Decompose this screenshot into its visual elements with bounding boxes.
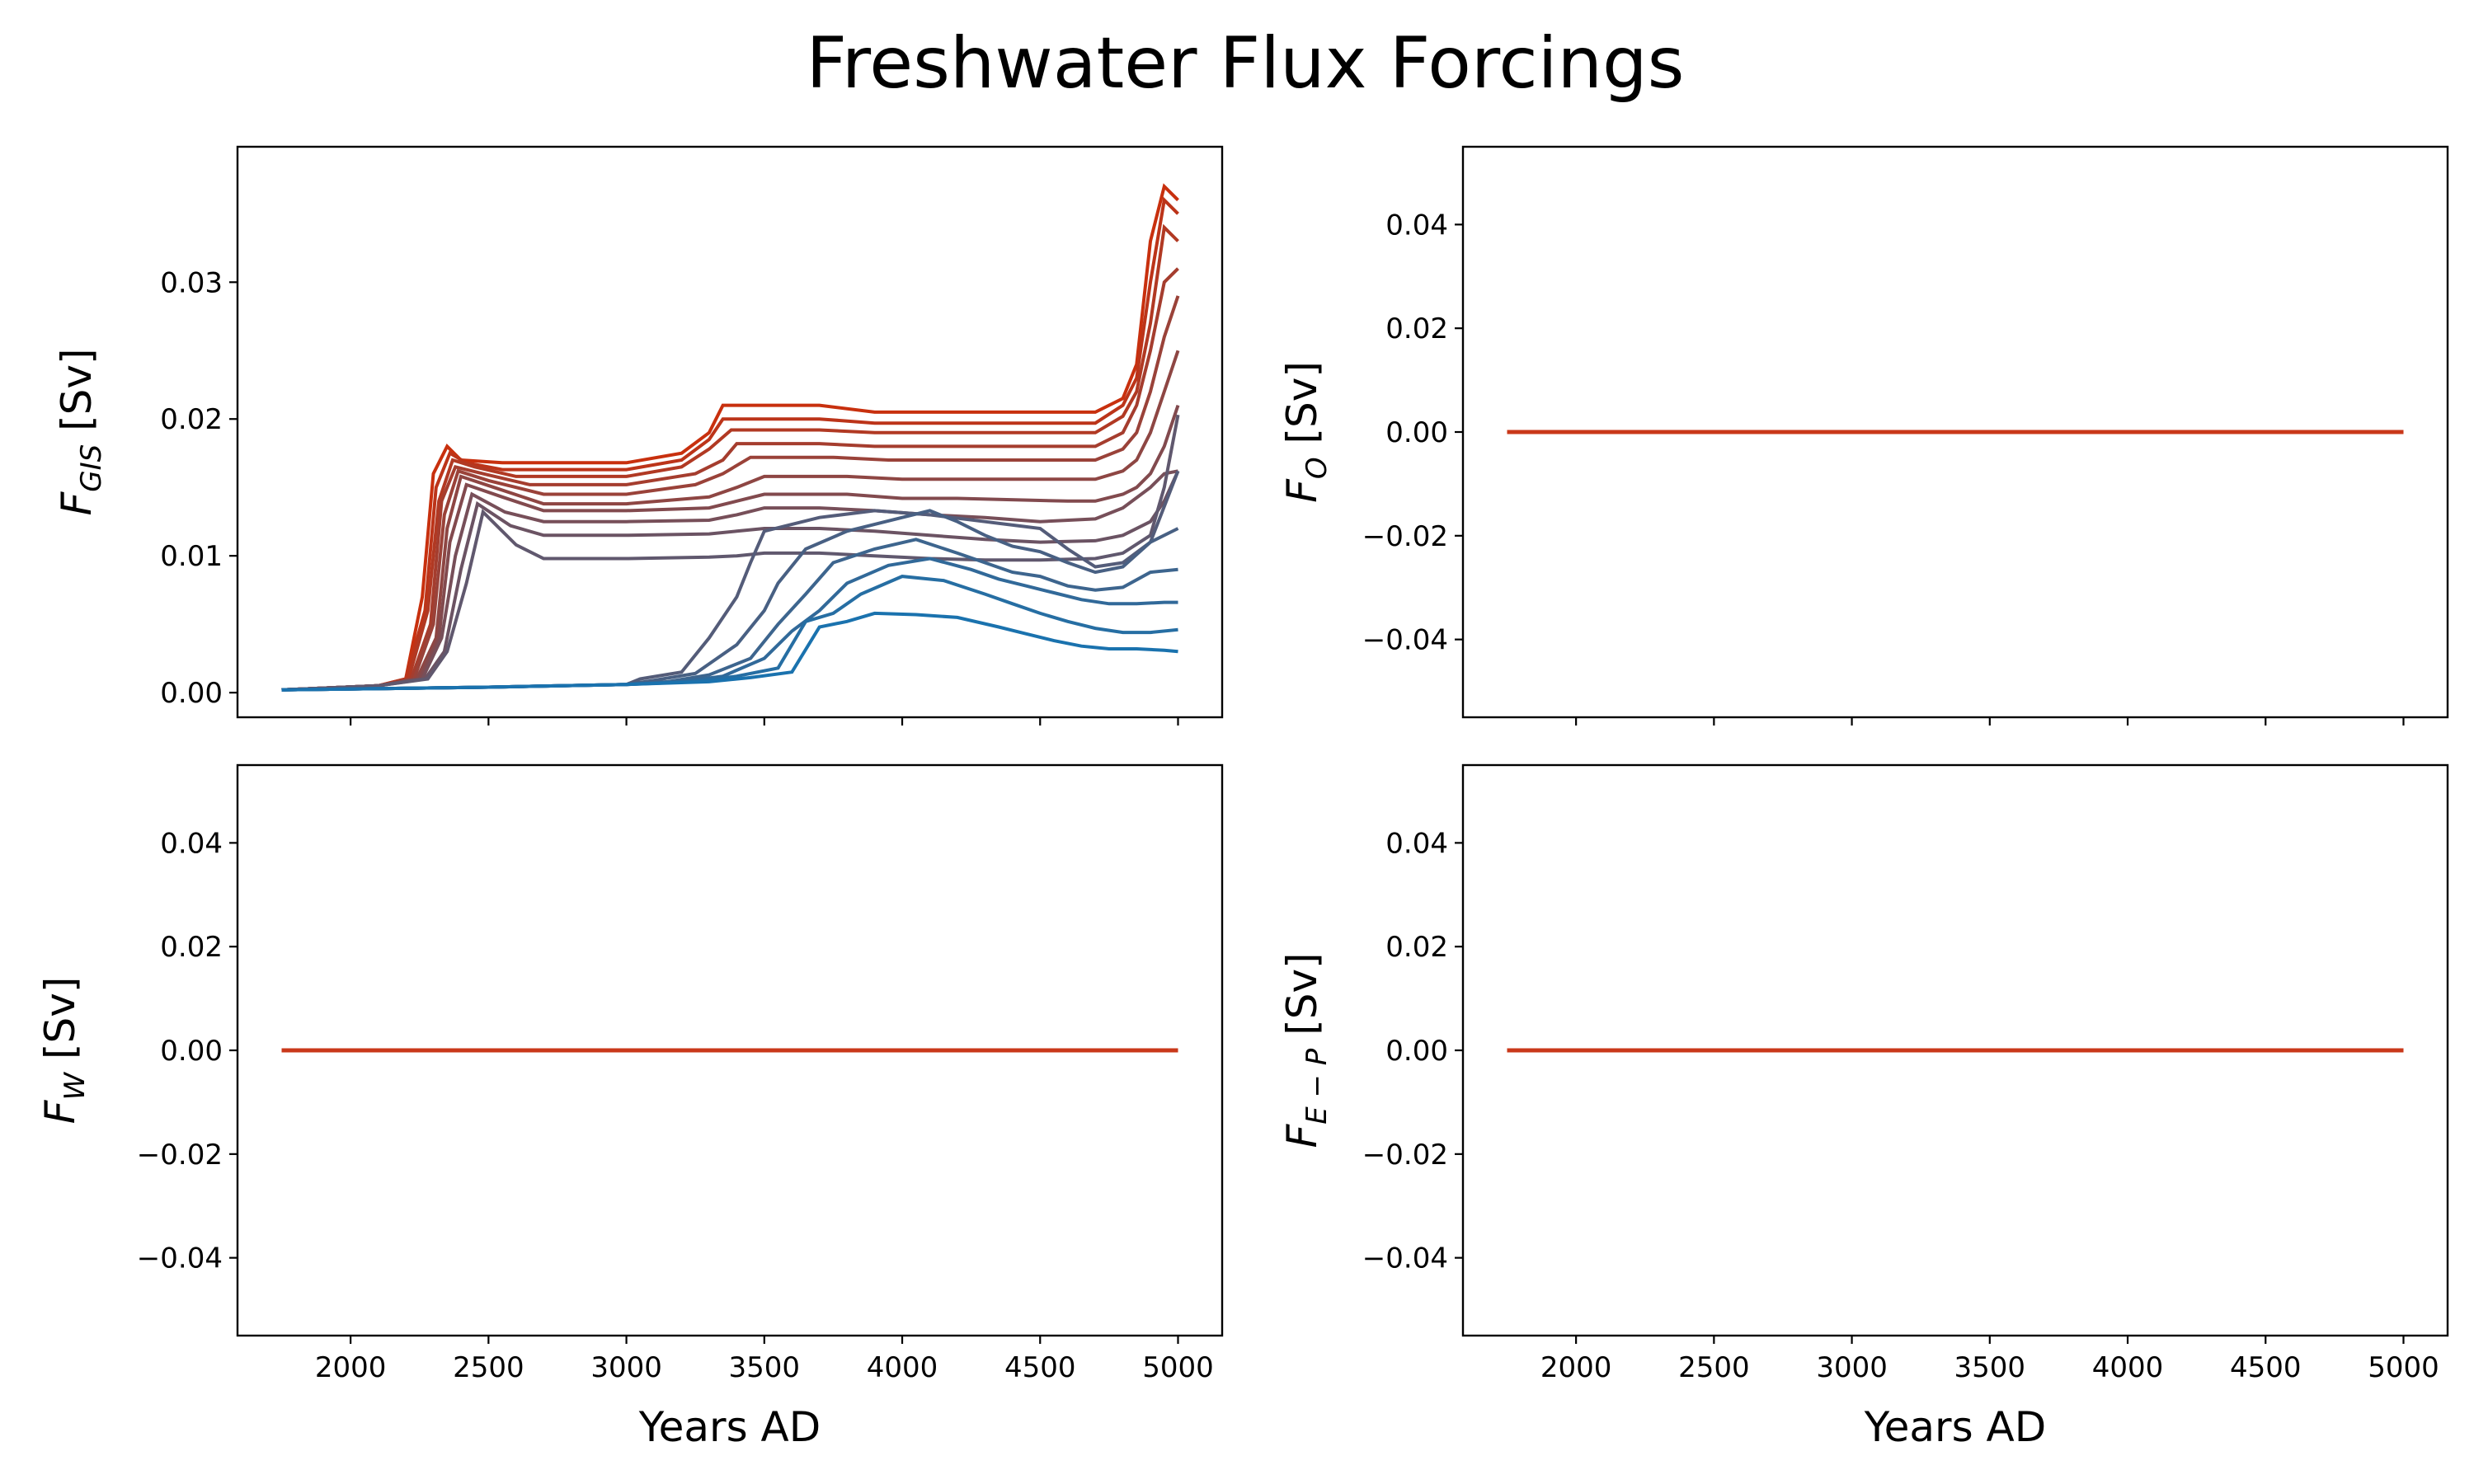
- panel-gis-ytick-label: 0.02: [160, 403, 223, 436]
- panel-gis-series: [281, 183, 1180, 692]
- panel-ep-xtick-label: 3500: [1954, 1351, 2026, 1384]
- panel-gis-series-run-2: [281, 196, 1179, 692]
- panel-o-yaxis: −0.04 −0.02 0.00 0.02 0.04: [1362, 209, 1463, 657]
- panel-gis-series-run-3: [281, 223, 1179, 692]
- panel-o-ylabel-main: F: [1278, 478, 1326, 503]
- panel-o-ytick-label: −0.04: [1362, 624, 1448, 657]
- panel-o-ytick-label: 0.02: [1385, 312, 1448, 345]
- panel-ep-ylabel-sub: E − P: [1300, 1048, 1333, 1125]
- panel-gis-series-run-6: [281, 350, 1180, 692]
- figure-title: Freshwater Flux Forcings: [807, 22, 1685, 105]
- panel-w-xtick-label: 3500: [729, 1351, 801, 1384]
- panel-gis-series-run-4: [281, 267, 1179, 692]
- panel-ep-xtick-label: 3000: [1816, 1351, 1888, 1384]
- panel-gis-ylabel: FGIS [Sv]: [53, 349, 108, 516]
- panel-ep-ytick-label: 0.04: [1385, 827, 1448, 860]
- panel-w-ytick-label: 0.00: [160, 1035, 223, 1068]
- panel-w-xlabel: Years AD: [638, 1403, 821, 1451]
- panel-gis: 0.00 0.01 0.02 0.03 FGIS [Sv]: [53, 145, 1224, 726]
- panel-w: −0.04 −0.02 0.00 0.02 0.04 2000 2500 3000 3500 4…: [36, 763, 1224, 1451]
- panel-w-xaxis: 2000 2500 3000 3500 4000 4500 5000: [315, 1336, 1214, 1384]
- panel-o-ytick-label: −0.02: [1362, 520, 1448, 553]
- panel-ep-ytick-label: −0.04: [1362, 1242, 1448, 1275]
- panel-ep-ytick-label: 0.00: [1385, 1035, 1448, 1068]
- panel-w-ylabel: FW [Sv]: [36, 977, 92, 1125]
- panel-ep-xlabel: Years AD: [1864, 1403, 2047, 1451]
- panel-ep-ytick-label: 0.02: [1385, 931, 1448, 964]
- panel-w-ytick-label: −0.02: [137, 1139, 223, 1172]
- panel-ep-xaxis: 2000 2500 3000 3500 4000 4500 5000: [1540, 1336, 2439, 1384]
- panel-ep-xtick-label: 5000: [2368, 1351, 2439, 1384]
- panel-o-ytick-label: 0.04: [1385, 209, 1448, 242]
- panel-ep-ylabel: FE − P [Sv]: [1278, 952, 1333, 1148]
- panel-w-ytick-label: −0.04: [137, 1242, 223, 1275]
- panel-gis-series-run-7: [281, 404, 1180, 692]
- panel-ep-xtick-label: 4500: [2230, 1351, 2302, 1384]
- panel-w-xtick-label: 2500: [453, 1351, 524, 1384]
- panel-gis-ylabel-sub: GIS: [75, 444, 108, 492]
- panel-gis-series-run-12: [281, 509, 1179, 692]
- panel-w-ytick-label: 0.02: [160, 931, 223, 964]
- panel-gis-yaxis: 0.00 0.01 0.02 0.03: [160, 266, 238, 710]
- panel-ep-xtick-label: 2000: [1540, 1351, 1612, 1384]
- panel-gis-ytick-label: 0.00: [160, 677, 223, 710]
- panel-ep-xtick-label: 2500: [1678, 1351, 1750, 1384]
- panel-gis-ytick-label: 0.01: [160, 540, 223, 573]
- panel-w-xtick-label: 3000: [590, 1351, 662, 1384]
- panel-gis-ylabel-main: F: [53, 491, 101, 515]
- panel-w-ytick-label: 0.04: [160, 827, 223, 860]
- panel-o-ylabel: FO [Sv]: [1278, 361, 1333, 503]
- panel-w-xtick-label: 4000: [867, 1351, 938, 1384]
- panel-w-xtick-label: 2000: [315, 1351, 387, 1384]
- panel-w-xtick-label: 4500: [1004, 1351, 1076, 1384]
- panel-o: −0.04 −0.02 0.00 0.02 0.04 FO [Sv]: [1278, 145, 2449, 726]
- panel-ep-ylabel-main: F: [1278, 1124, 1326, 1148]
- panel-gis-ytick-label: 0.03: [160, 266, 223, 299]
- panel-gis-series-run-5: [281, 295, 1180, 692]
- panel-gis-series-run-16: [281, 611, 1178, 692]
- panel-o-ylabel-sub: O: [1300, 457, 1333, 479]
- panel-gis-series-run-9: [281, 470, 1180, 692]
- panel-o-xaxis: [1575, 717, 2405, 726]
- panel-gis-series-run-11: [281, 470, 1180, 692]
- panel-gis-ylabel-unit: [Sv]: [53, 349, 101, 431]
- panel-w-ylabel-unit: [Sv]: [36, 977, 84, 1059]
- panel-w-ylabel-main: F: [36, 1099, 84, 1124]
- panel-w-ylabel-sub: W: [59, 1072, 92, 1101]
- panel-ep-ytick-label: −0.02: [1362, 1139, 1448, 1172]
- panel-gis-xaxis: [350, 717, 1179, 726]
- panel-gis-series-run-1: [281, 183, 1179, 692]
- panel-ep-yaxis: −0.04 −0.02 0.00 0.02 0.04: [1362, 827, 1463, 1275]
- panel-o-ytick-label: 0.00: [1385, 416, 1448, 449]
- panel-o-ylabel-unit: [Sv]: [1278, 361, 1326, 444]
- panel-ep-ylabel-unit: [Sv]: [1278, 952, 1326, 1035]
- panel-gis-series-run-10: [281, 414, 1180, 692]
- panel-gis-series-run-8: [281, 469, 1178, 692]
- panel-ep-xtick-label: 4000: [2092, 1351, 2164, 1384]
- panel-w-xtick-label: 5000: [1142, 1351, 1214, 1384]
- panel-w-yaxis: −0.04 −0.02 0.00 0.02 0.04: [137, 827, 238, 1275]
- panel-ep: −0.04 −0.02 0.00 0.02 0.04 2000 2500 3000 3500 4…: [1278, 763, 2449, 1451]
- panel-gis-frame: [236, 145, 1224, 719]
